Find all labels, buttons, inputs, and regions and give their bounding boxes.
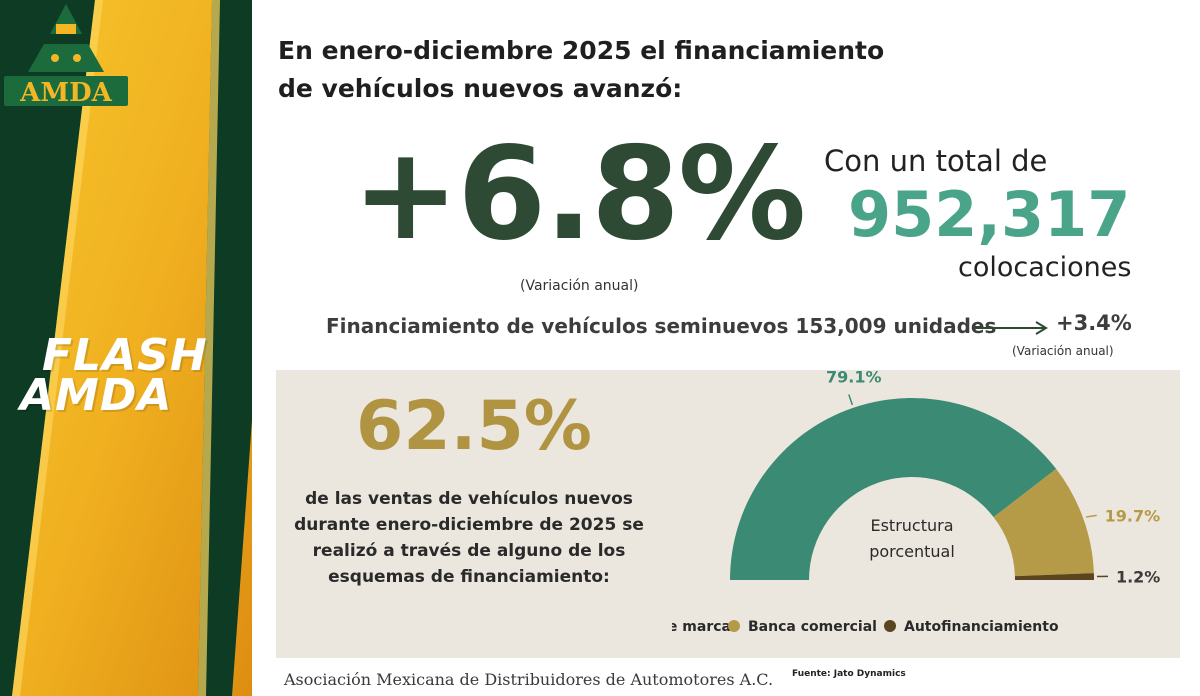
legend-entry-autofinanciamiento: Autofinanciamiento — [904, 619, 1059, 635]
chart-leader-line — [1085, 514, 1097, 518]
flash-line-1: FLASH — [42, 330, 208, 381]
chart-data-label: 1.2% — [1116, 567, 1160, 586]
total-value: 952,317 — [848, 178, 1131, 251]
chart-slice-banca-comercial — [993, 468, 1094, 577]
legend-swatch — [884, 620, 896, 632]
chart-data-label: 79.1% — [826, 370, 882, 386]
sidebar-background — [0, 0, 252, 696]
chart-leader-line — [848, 394, 854, 406]
used-vehicles-text: Financiamiento de vehículos seminuevos 1… — [326, 314, 997, 338]
chart-slice-autofinanciamiento — [1014, 573, 1094, 580]
total-suffix: colocaciones — [958, 252, 1132, 283]
legend-entry-financieras-de-marca: Financieras de marca — [672, 619, 731, 635]
sidebar: AMDA FLASH AMDA — [0, 0, 252, 696]
flash-line-2: AMDA — [20, 370, 173, 421]
logo-text: AMDA — [19, 78, 113, 108]
chart-title-line-2: porcentual — [869, 542, 955, 561]
legend-entry-banca-comercial: Banca comercial — [748, 619, 877, 635]
financing-panel: 62.5% de las ventas de vehículos nuevos … — [276, 370, 1180, 658]
source-note: Fuente: Jato Dynamics — [792, 669, 906, 679]
chart-title-line-1: Estructura — [870, 516, 953, 535]
financing-share-value: 62.5% — [356, 387, 592, 466]
chart-data-label: 19.7% — [1105, 506, 1161, 525]
used-vehicles-change: +3.4% — [1056, 311, 1132, 335]
chart-slice-financieras-de-marca — [730, 397, 1057, 580]
headline: En enero-diciembre 2025 el financiamient… — [278, 36, 885, 103]
financing-structure-chart: 79.1% 19.7% 1.2% Estructura porcentual Fin… — [672, 370, 1161, 635]
new-vehicles-change: +6.8% — [352, 120, 806, 269]
financing-share-description: de las ventas de vehículos nuevos durant… — [294, 489, 644, 587]
arrow-right-icon — [974, 321, 1048, 335]
new-vehicles-change-note: (Variación anual) — [520, 278, 639, 294]
association-name: Asociación Mexicana de Distribuidores de… — [284, 670, 774, 689]
flash-amda-logo: FLASH AMDA — [20, 330, 235, 426]
amda-logo: AMDA — [4, 4, 128, 108]
legend-swatch — [728, 620, 740, 632]
used-vehicles-change-note: (Variación anual) — [1012, 344, 1114, 358]
total-prefix: Con un total de — [824, 144, 1048, 178]
